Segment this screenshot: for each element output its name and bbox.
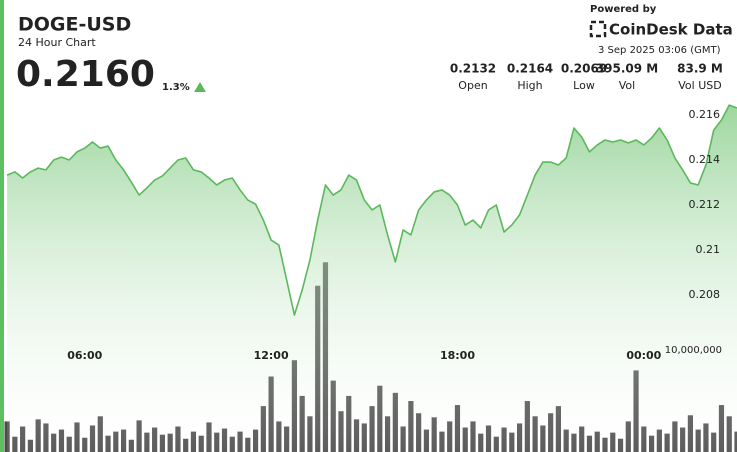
stat-value: 0.2069 bbox=[561, 62, 607, 76]
stat-value: 0.2132 bbox=[450, 62, 496, 76]
subtitle: 24 Hour Chart bbox=[18, 36, 96, 49]
powered-by: Powered by bbox=[590, 4, 657, 15]
stat-label: Open bbox=[458, 79, 487, 92]
plot: 0.208 0.21 0.212 0.214 0.216 10,000,000 06:00 1… bbox=[4, 104, 737, 452]
up-arrow bbox=[194, 82, 206, 92]
y-tick-label: 0.214 bbox=[689, 153, 721, 166]
x-tick-label: 06:00 bbox=[67, 349, 102, 362]
x-tick-label: 18:00 bbox=[440, 349, 475, 362]
brand-logo bbox=[589, 20, 607, 38]
change: 1.3% bbox=[162, 82, 190, 93]
x-tick-label: 12:00 bbox=[254, 349, 289, 362]
stat-label: Vol USD bbox=[678, 79, 721, 92]
volume-bar bbox=[4, 421, 10, 452]
brand: CoinDesk Data bbox=[609, 21, 733, 39]
stat-label: Vol bbox=[619, 79, 635, 92]
x-tick-label: 00:00 bbox=[626, 349, 661, 362]
accent-stripe bbox=[0, 0, 4, 452]
stat-value: 395.09 M bbox=[596, 62, 658, 76]
stat-value: 83.9 M bbox=[677, 62, 723, 76]
y-tick-label: 0.21 bbox=[696, 243, 721, 256]
price-line bbox=[6, 104, 737, 316]
y-tick-label: 0.216 bbox=[689, 108, 721, 121]
stat-value: 0.2164 bbox=[507, 62, 553, 76]
y-tick-label: 0.208 bbox=[689, 288, 721, 301]
timestamp: 3 Sep 2025 03:06 (GMT) bbox=[598, 45, 721, 56]
symbol: DOGE-USD bbox=[18, 14, 131, 36]
stat-label: Low bbox=[573, 79, 595, 92]
price-area bbox=[7, 105, 737, 452]
y-tick-label: 0.212 bbox=[689, 198, 721, 211]
stat-label: High bbox=[517, 79, 542, 92]
price: 0.2160 bbox=[16, 54, 155, 95]
y2-tick-label: 10,000,000 bbox=[665, 345, 722, 356]
